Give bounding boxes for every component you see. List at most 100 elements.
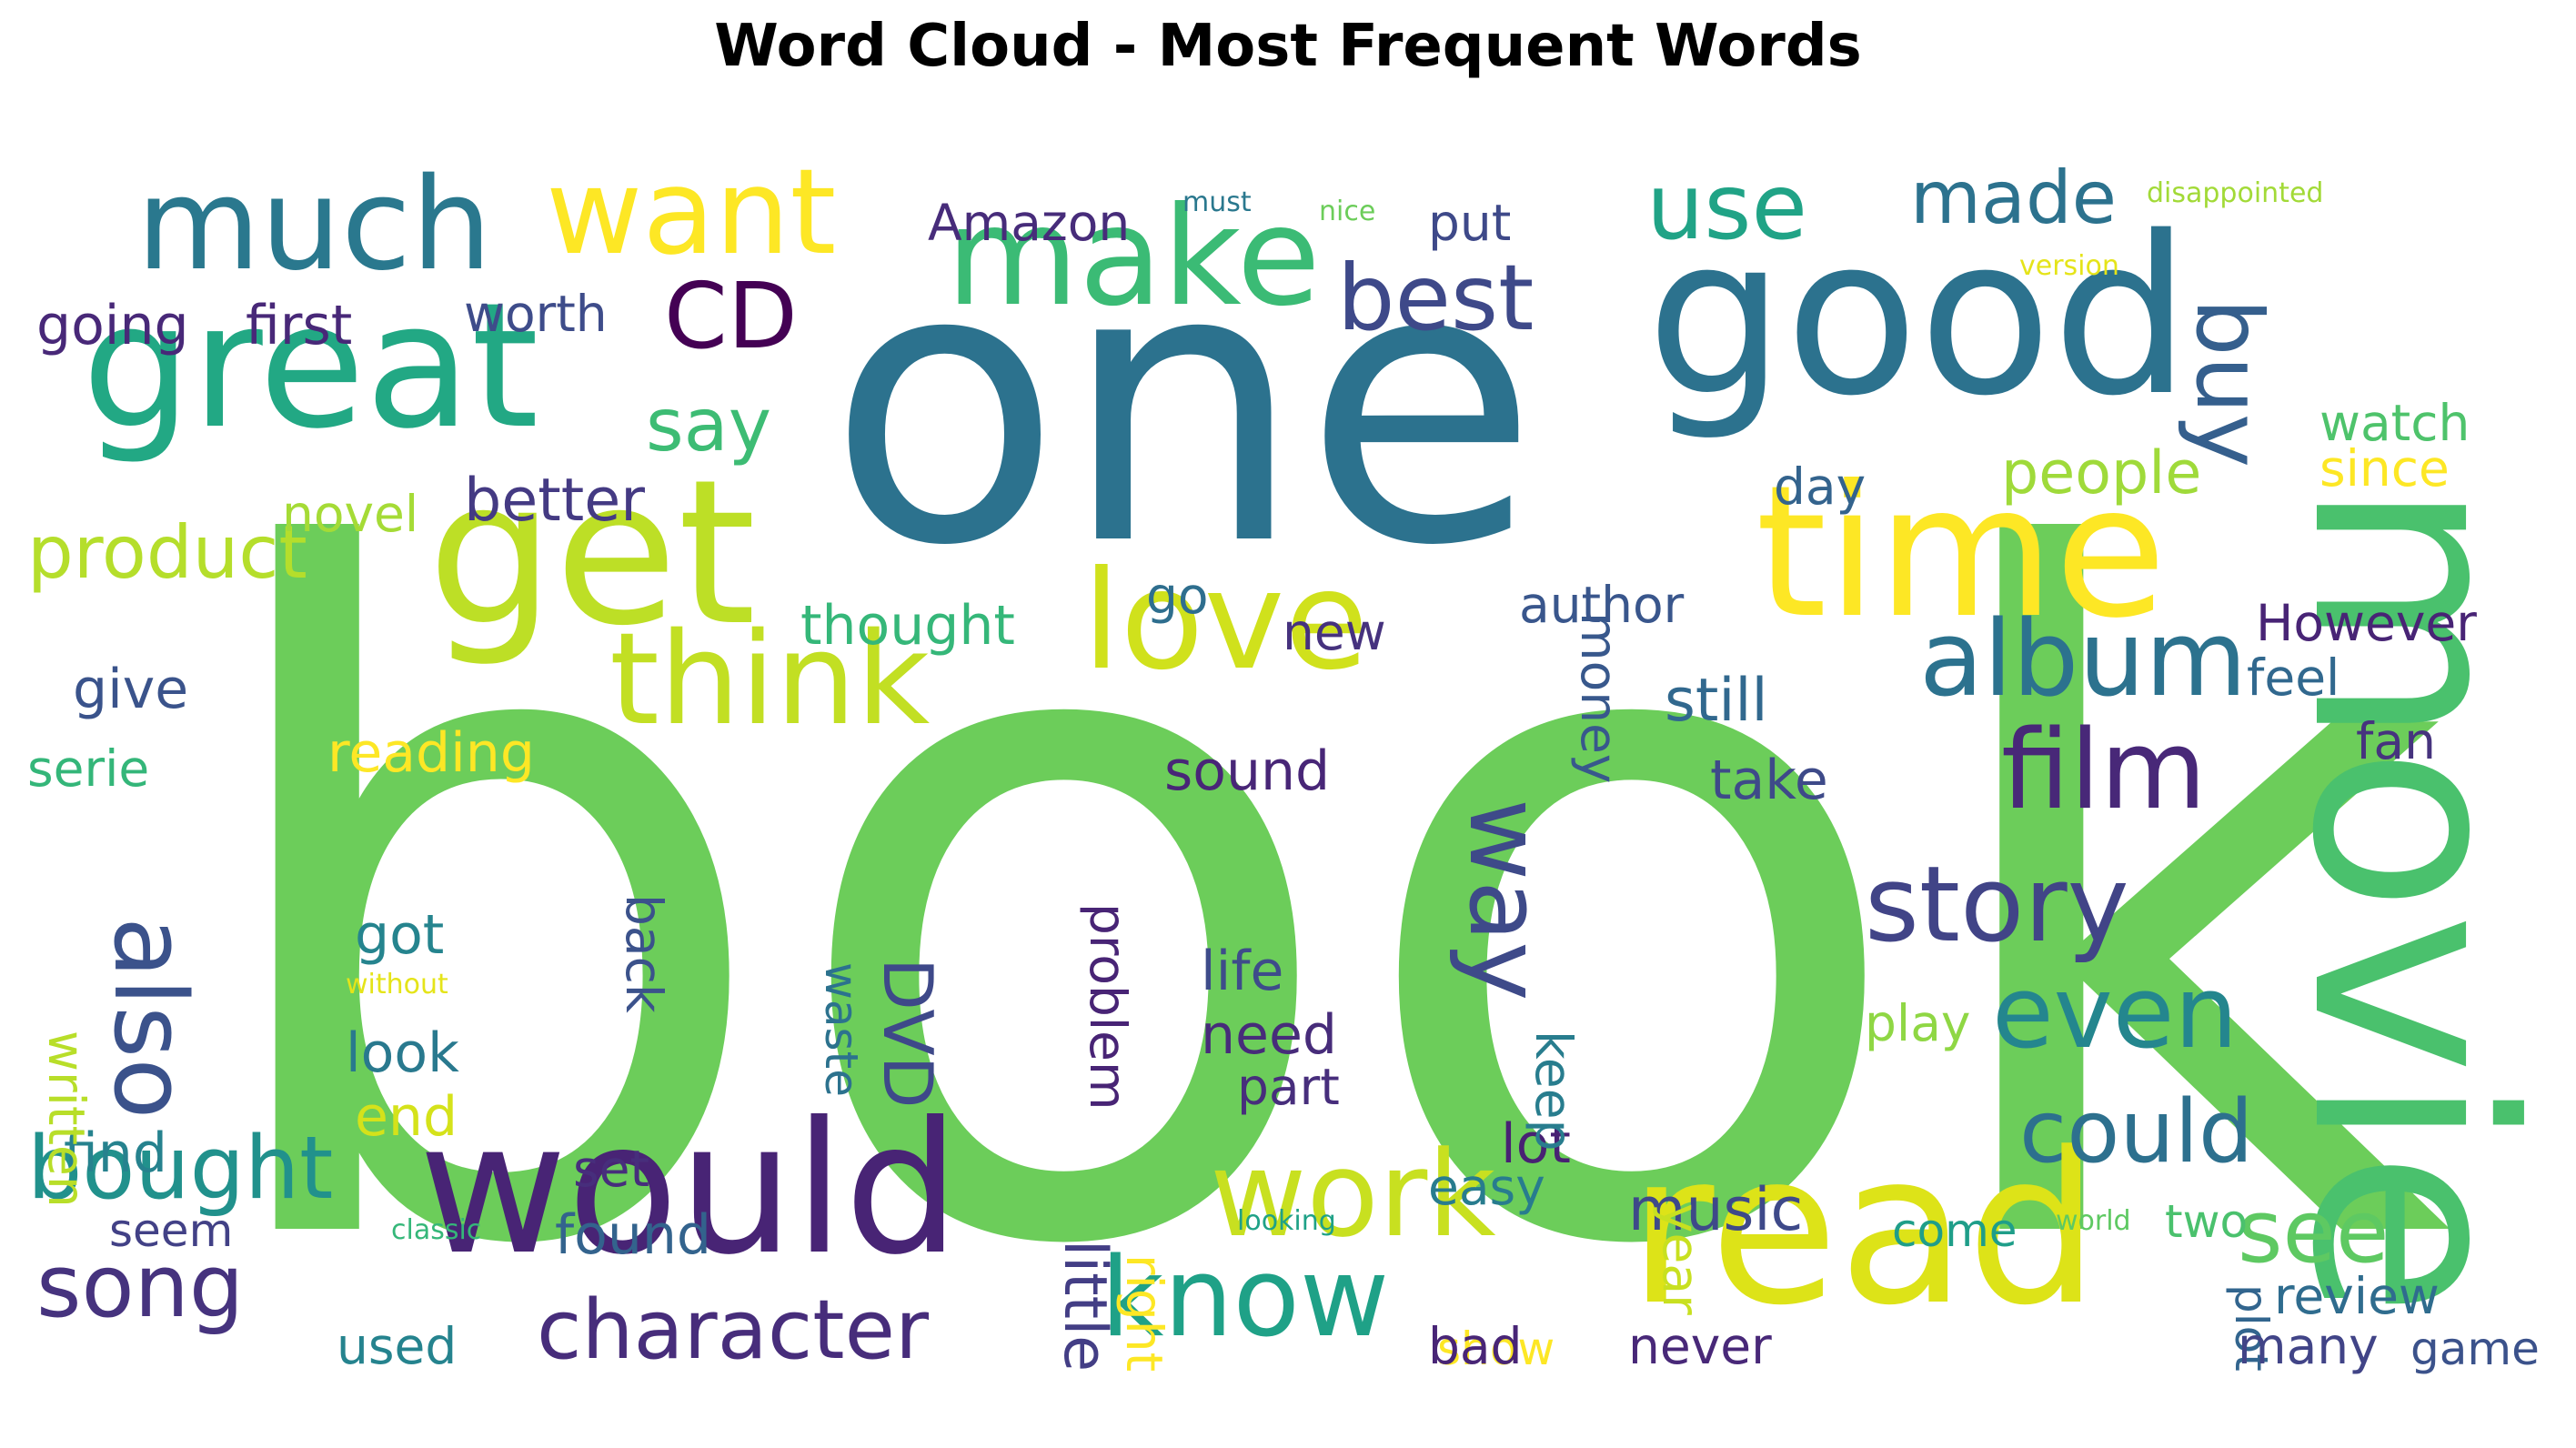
word-still: still xyxy=(1665,667,1768,735)
word-better: better xyxy=(464,467,645,535)
word-could: could xyxy=(2019,1082,2254,1182)
word-also: also xyxy=(92,917,208,1120)
word-use: use xyxy=(1646,154,1808,260)
chart-title: Word Cloud - Most Frequent Words xyxy=(714,13,1862,80)
word-review: review xyxy=(2274,1267,2440,1325)
word-song: song xyxy=(36,1237,245,1337)
word-much: much xyxy=(136,151,492,299)
word-part: part xyxy=(1237,1058,1340,1116)
word-cloud: book one movie good read get time would great mak… xyxy=(27,98,2570,1448)
word-say: say xyxy=(646,383,772,468)
word-one: one xyxy=(828,185,1539,629)
word-game: game xyxy=(2410,1322,2540,1375)
word-watch: watch xyxy=(2319,394,2470,452)
word-two: two xyxy=(2165,1195,2249,1248)
word-want: want xyxy=(546,143,837,281)
word-money: money xyxy=(1570,612,1628,784)
word-reading: reading xyxy=(327,721,535,785)
word-written: written xyxy=(37,1031,96,1208)
word-little: little xyxy=(1051,1239,1119,1372)
word-day: day xyxy=(1774,458,1867,516)
word-many: many xyxy=(2238,1317,2379,1375)
word-people: people xyxy=(2001,439,2202,508)
word-story: story xyxy=(1865,844,2129,966)
word-must: must xyxy=(1182,186,1252,218)
word-product: product xyxy=(27,510,307,595)
word-back: back xyxy=(615,894,673,1013)
word-book: book xyxy=(191,367,2453,1448)
word-without: without xyxy=(346,969,448,1001)
word-nice: nice xyxy=(1319,196,1376,227)
word-made: made xyxy=(1910,156,2117,240)
word-get: get xyxy=(428,437,757,669)
word-love: love xyxy=(1082,542,1369,700)
word-used: used xyxy=(337,1317,458,1375)
word-got: got xyxy=(355,903,445,967)
word-take: take xyxy=(1710,749,1828,812)
word-disappointed: disappointed xyxy=(2147,177,2324,209)
word-play: play xyxy=(1865,994,1971,1052)
word-cd: CD xyxy=(664,263,798,369)
word-cloud-canvas: Word Cloud - Most Frequent Words book one… xyxy=(27,13,2570,1448)
word-fan: fan xyxy=(2356,712,2436,770)
word-feel: feel xyxy=(2247,649,2340,707)
word-way: way xyxy=(1447,799,1564,1001)
word-easy: easy xyxy=(1428,1158,1545,1216)
word-problem: problem xyxy=(1079,903,1137,1111)
word-amazon: Amazon xyxy=(928,194,1131,252)
word-time: time xyxy=(1756,447,2167,659)
word-found: found xyxy=(555,1203,711,1267)
word-find: find xyxy=(64,1121,167,1185)
word-make: make xyxy=(946,178,1321,337)
word-waste: waste xyxy=(815,962,868,1097)
word-need: need xyxy=(1201,1003,1337,1067)
word-go: go xyxy=(1146,567,1209,625)
word-new: new xyxy=(1283,603,1386,661)
word-sound: sound xyxy=(1164,739,1331,803)
word-come: come xyxy=(1892,1204,2018,1257)
word-put: put xyxy=(1428,194,1512,252)
word-going: going xyxy=(36,294,189,357)
word-thought: thought xyxy=(800,594,1015,658)
word-read: read xyxy=(1628,1109,2099,1352)
word-keep: keep xyxy=(1524,1031,1583,1151)
word-know: know xyxy=(1101,1235,1390,1362)
word-music: music xyxy=(1628,1176,1804,1244)
word-however: However xyxy=(2256,594,2477,652)
word-dvd: DVD xyxy=(868,958,948,1109)
word-film: film xyxy=(2001,708,2207,834)
word-give: give xyxy=(73,658,189,721)
word-great: great xyxy=(82,266,539,467)
word-right: right xyxy=(1115,1253,1173,1372)
word-novel: novel xyxy=(282,485,419,543)
word-set: set xyxy=(573,1140,650,1198)
word-serie: serie xyxy=(27,739,150,798)
word-author: author xyxy=(1519,576,1685,634)
word-work: work xyxy=(1210,1125,1496,1263)
word-bought: bought xyxy=(27,1119,334,1219)
word-year: year xyxy=(1652,1203,1710,1315)
word-first: first xyxy=(246,294,353,357)
word-best: best xyxy=(1337,245,1535,351)
word-seem: seem xyxy=(109,1204,234,1257)
word-show: show xyxy=(1437,1322,1555,1375)
word-classic: classic xyxy=(391,1214,482,1246)
word-character: character xyxy=(537,1282,929,1378)
word-bad: bad xyxy=(1428,1317,1523,1375)
word-look: look xyxy=(346,1021,459,1085)
word-worth: worth xyxy=(464,285,608,343)
word-see: see xyxy=(2238,1182,2390,1282)
word-lot: lot xyxy=(1501,1112,1571,1176)
word-life: life xyxy=(1201,940,1284,1003)
word-even: even xyxy=(1992,954,2239,1071)
word-looking: looking xyxy=(1237,1205,1336,1237)
word-since: since xyxy=(2319,439,2450,498)
word-version: version xyxy=(2019,250,2119,282)
word-album: album xyxy=(1919,598,2248,720)
word-good: good xyxy=(1646,189,2191,444)
word-never: never xyxy=(1628,1317,1772,1375)
word-would: would xyxy=(418,1083,961,1295)
word-end: end xyxy=(355,1085,458,1149)
word-world: world xyxy=(2056,1205,2131,1237)
word-think: think xyxy=(609,606,931,754)
